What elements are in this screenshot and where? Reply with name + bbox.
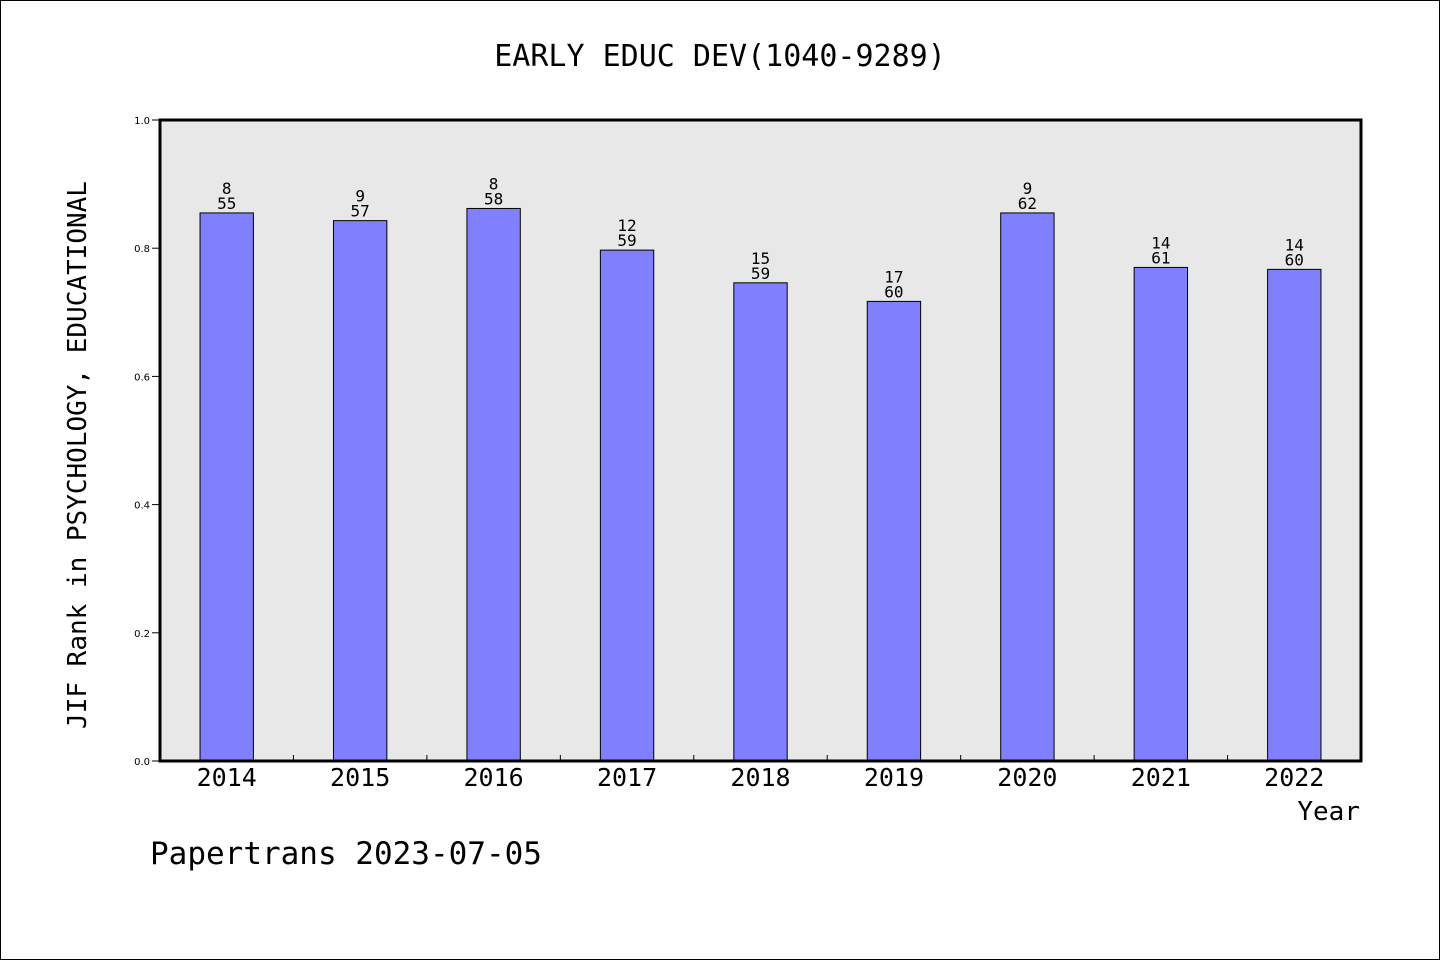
x-tick-label: 2014 [197, 763, 257, 792]
x-tick-label: 2016 [464, 763, 524, 792]
bar-rank-label: 9 [1023, 179, 1033, 198]
x-tick-label: 2018 [730, 763, 790, 792]
bar-2016 [466, 207, 521, 762]
bar-2014 [199, 212, 254, 762]
bar-rank-label: 8 [222, 179, 232, 198]
bar-total-label: 58 [484, 189, 503, 208]
y-tick-label: 0.6 [134, 372, 150, 383]
footer-credit: Papertrans 2023-07-05 [150, 836, 542, 872]
bar-rank-label: 14 [1151, 233, 1170, 252]
y-tick-label: 0.4 [134, 501, 150, 512]
bars-group [199, 207, 1322, 762]
bar-total-label: 60 [884, 282, 903, 301]
y-tick-label: 0.8 [134, 244, 150, 255]
chart-title: EARLY EDUC DEV(1040-9289) [494, 39, 946, 74]
bar-rank-label: 14 [1285, 235, 1304, 254]
y-tick-label: 1.0 [134, 116, 150, 127]
y-axis: 0.0 0.2 0.4 0.6 0.8 1.0 [134, 116, 160, 768]
bar-total-label: 60 [1285, 250, 1304, 269]
x-tick-label: 2015 [330, 763, 390, 792]
bar-rank-label: 15 [751, 249, 770, 268]
x-axis: 2014 2015 2016 2017 2018 2019 2020 2021 2022 [197, 755, 1324, 792]
bar-2018 [733, 282, 788, 762]
bar-rank-label: 12 [617, 216, 636, 235]
bar-total-label: 61 [1151, 248, 1170, 267]
y-axis-label: JIF Rank in PSYCHOLOGY, EDUCATIONAL [63, 181, 93, 729]
bar-rank-label: 8 [489, 174, 499, 193]
bar-total-label: 62 [1018, 194, 1037, 213]
bar-2021 [1133, 266, 1189, 762]
bar-total-label: 59 [751, 264, 770, 283]
x-axis-label: Year [1297, 797, 1360, 827]
bar-rank-label: 17 [884, 267, 903, 286]
x-tick-label: 2022 [1264, 763, 1324, 792]
y-tick-label: 0.0 [134, 757, 150, 768]
bar-total-label: 55 [217, 194, 236, 213]
bar-rank-label: 9 [355, 187, 365, 206]
x-tick-label: 2017 [597, 763, 657, 792]
plot-border [158, 118, 1363, 763]
bar-2015 [332, 220, 388, 762]
bar-2019 [866, 300, 922, 762]
bar-total-label: 59 [617, 231, 636, 250]
bar-total-label: 57 [351, 202, 370, 221]
bar-2020 [1000, 212, 1055, 762]
x-tick-label: 2021 [1131, 763, 1191, 792]
x-tick-label: 2019 [864, 763, 924, 792]
y-tick-label: 0.2 [134, 629, 150, 640]
bar-2022 [1267, 268, 1322, 762]
x-tick-label: 2020 [997, 763, 1057, 792]
bar-2017 [599, 249, 655, 762]
